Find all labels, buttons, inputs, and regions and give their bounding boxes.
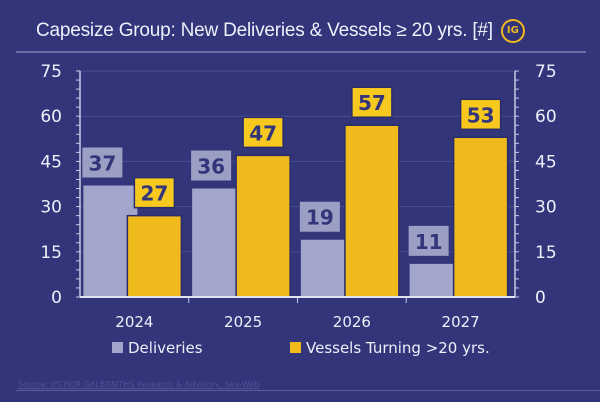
- data-label: 57: [358, 91, 386, 115]
- data-label-box: [408, 225, 449, 256]
- data-label: 36: [197, 155, 225, 179]
- x-tick-label: 2024: [115, 313, 153, 331]
- ig-logo: IG: [500, 19, 525, 43]
- data-label: 19: [306, 206, 334, 230]
- y-tick-label-left: 75: [40, 62, 62, 82]
- data-label-box: [242, 116, 284, 149]
- data-label: 47: [249, 121, 277, 145]
- bar-vessels-turning-20: [344, 124, 400, 298]
- source-note: Source: IFCHOR GALBRAITHS Research & Adv…: [18, 380, 260, 389]
- title-divider: [16, 51, 586, 53]
- data-label-box: [133, 176, 176, 209]
- bar-vessels-turning-20: [452, 136, 509, 298]
- y-tick-label-right: 15: [535, 243, 557, 263]
- data-label: 11: [415, 230, 443, 254]
- data-label-box: [459, 98, 502, 131]
- bar-vessels-turning-20: [126, 214, 183, 298]
- bar-vessels-turning-20: [235, 154, 291, 298]
- data-label-box: [191, 150, 232, 181]
- y-tick-label-left: 15: [40, 243, 62, 263]
- legend-label: Deliveries: [128, 339, 203, 357]
- title-row: Capesize Group: New Deliveries & Vessels…: [36, 19, 525, 43]
- y-tick-label-right: 75: [535, 62, 557, 82]
- y-tick-label-left: 45: [40, 152, 62, 172]
- x-tick-label: 2025: [224, 313, 262, 331]
- y-tick-label-right: 0: [535, 288, 546, 308]
- legend-label: Vessels Turning >20 yrs.: [306, 339, 490, 357]
- source-divider: [16, 390, 600, 391]
- y-tick-label-right: 30: [535, 198, 557, 218]
- y-tick-label-right: 60: [535, 107, 557, 127]
- data-label: 53: [467, 103, 495, 127]
- x-tick-label: 2026: [333, 313, 371, 331]
- data-label-box: [351, 86, 393, 118]
- data-label: 27: [140, 182, 168, 206]
- y-tick-label-left: 60: [40, 107, 62, 127]
- y-tick-label-left: 0: [51, 288, 62, 308]
- y-tick-label-left: 30: [40, 198, 62, 218]
- data-label-box: [82, 147, 123, 178]
- x-tick-label: 2027: [442, 313, 480, 331]
- legend-swatch: [290, 342, 301, 353]
- y-tick-label-right: 45: [535, 152, 557, 172]
- data-label-box: [299, 201, 340, 232]
- chart-title: Capesize Group: New Deliveries & Vessels…: [36, 20, 493, 41]
- data-label: 37: [88, 152, 116, 176]
- legend-swatch: [112, 342, 123, 353]
